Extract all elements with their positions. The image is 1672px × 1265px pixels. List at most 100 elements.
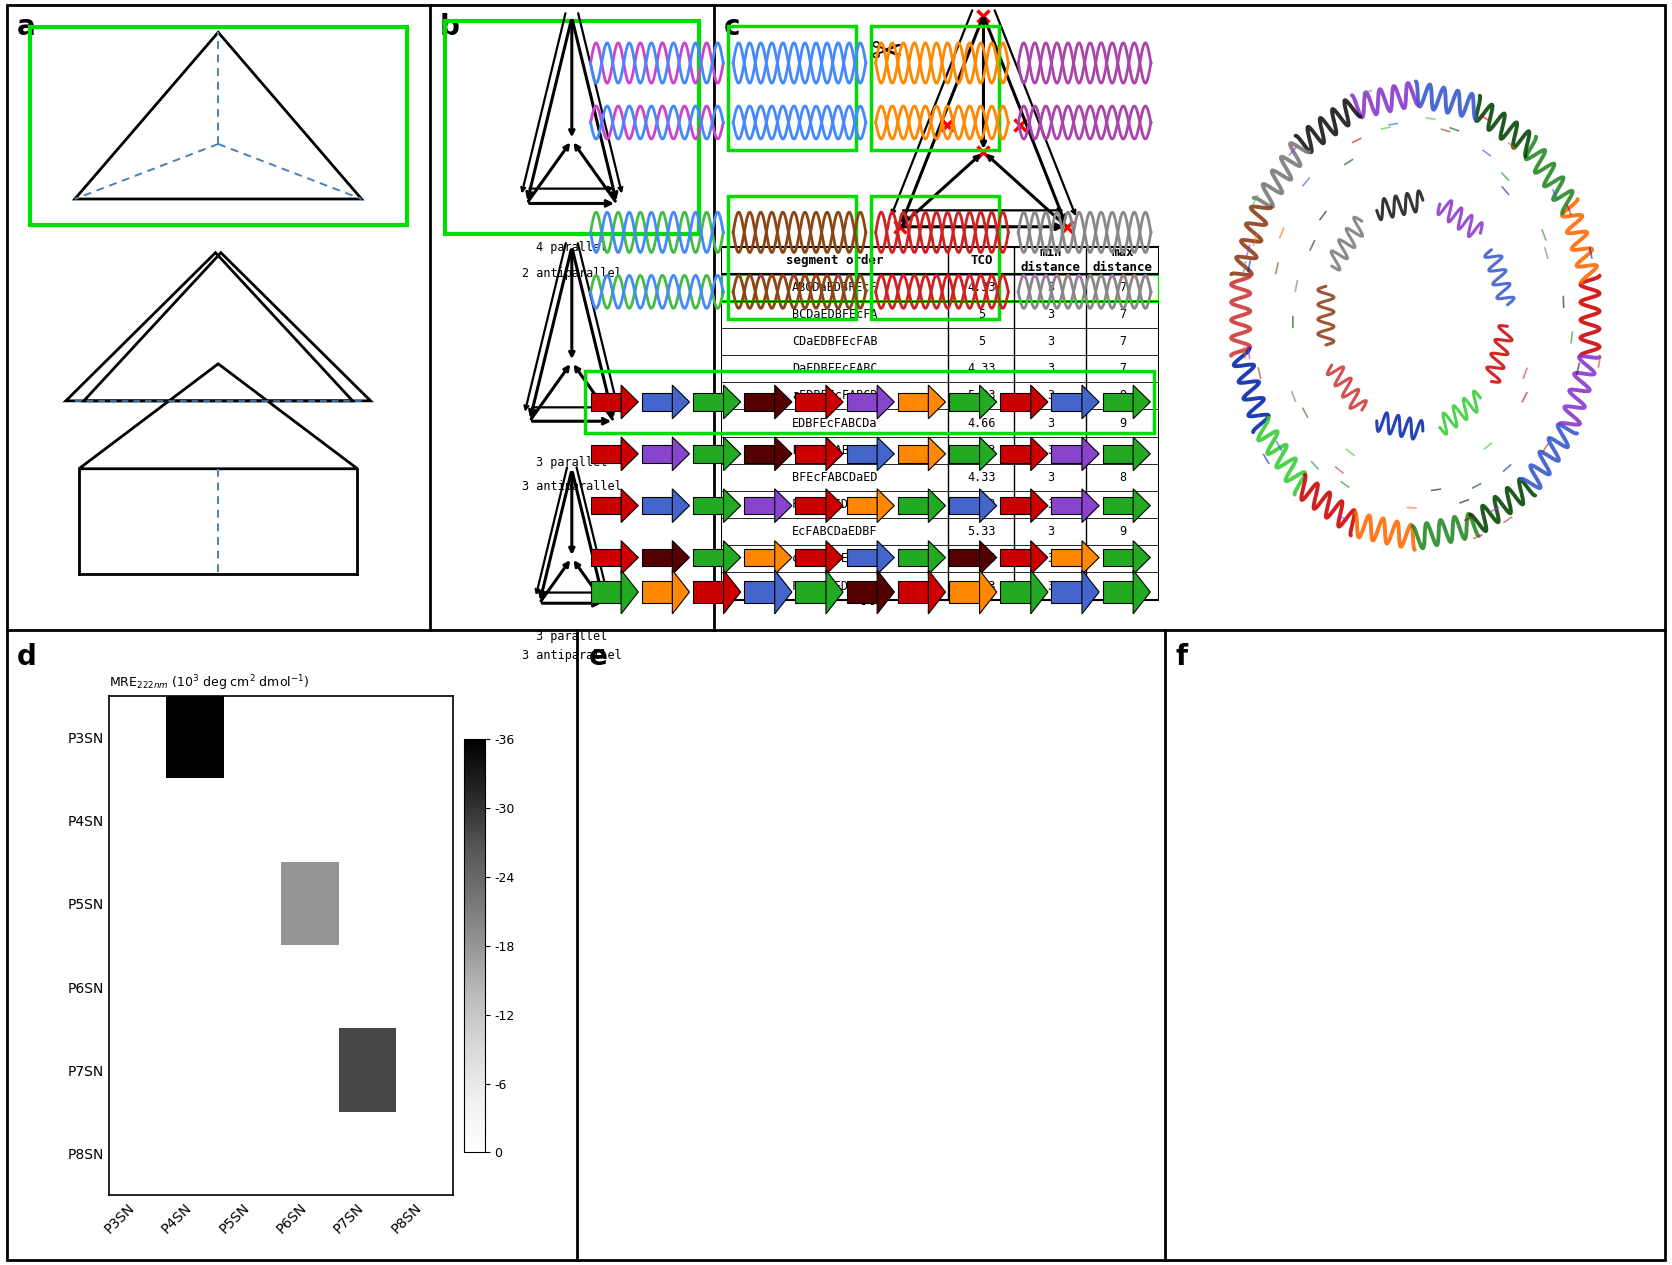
Text: aEDBFEcFABCD: aEDBFEcFABCD xyxy=(793,390,878,402)
Text: 5.33: 5.33 xyxy=(966,579,995,592)
Bar xyxy=(871,196,1000,319)
Polygon shape xyxy=(672,436,689,471)
Text: 4.33: 4.33 xyxy=(966,281,995,293)
Text: 3 antiparallel: 3 antiparallel xyxy=(522,481,622,493)
Text: EDBFEcFABCDa: EDBFEcFABCDa xyxy=(793,416,878,430)
Text: 3: 3 xyxy=(1047,307,1053,321)
Text: 4.33: 4.33 xyxy=(966,498,995,511)
Polygon shape xyxy=(774,571,793,614)
Text: DaEDBFEcFABC: DaEDBFEcFABC xyxy=(793,362,878,376)
Polygon shape xyxy=(1134,540,1150,574)
Text: 7: 7 xyxy=(1119,362,1127,376)
Polygon shape xyxy=(878,540,895,574)
Polygon shape xyxy=(774,385,793,419)
Polygon shape xyxy=(774,488,793,522)
Text: 3: 3 xyxy=(1047,525,1053,538)
Polygon shape xyxy=(620,571,639,614)
Bar xyxy=(1000,497,1030,515)
Polygon shape xyxy=(774,436,793,471)
Text: 3: 3 xyxy=(1047,471,1053,484)
Text: 3: 3 xyxy=(1047,390,1053,402)
Bar xyxy=(692,581,724,603)
Bar xyxy=(590,497,620,515)
Bar xyxy=(30,28,406,225)
Polygon shape xyxy=(1134,488,1150,522)
Bar xyxy=(950,497,980,515)
Bar xyxy=(1102,445,1134,463)
Polygon shape xyxy=(928,488,946,522)
Bar xyxy=(796,393,826,411)
Polygon shape xyxy=(826,571,843,614)
Polygon shape xyxy=(1030,436,1048,471)
Text: 9: 9 xyxy=(1119,416,1127,430)
Polygon shape xyxy=(1082,385,1099,419)
Polygon shape xyxy=(1030,571,1048,614)
Polygon shape xyxy=(672,385,689,419)
Polygon shape xyxy=(1134,385,1150,419)
Bar xyxy=(898,393,928,411)
Bar xyxy=(950,549,980,567)
Bar xyxy=(898,581,928,603)
Text: 2 antiparallel: 2 antiparallel xyxy=(522,267,622,280)
Polygon shape xyxy=(928,436,946,471)
Bar xyxy=(721,273,1159,301)
Bar xyxy=(729,27,856,151)
Bar xyxy=(846,549,878,567)
Polygon shape xyxy=(1134,571,1150,614)
Text: 5: 5 xyxy=(978,335,985,348)
Polygon shape xyxy=(724,571,741,614)
Polygon shape xyxy=(980,571,997,614)
Bar xyxy=(692,549,724,567)
Polygon shape xyxy=(620,385,639,419)
Text: d: d xyxy=(17,643,37,670)
Bar xyxy=(1102,393,1134,411)
Polygon shape xyxy=(620,488,639,522)
Polygon shape xyxy=(928,571,946,614)
Text: EcFABCDaEDBF: EcFABCDaEDBF xyxy=(793,525,878,538)
Text: MRE$_{222nm}$ (10$^3$ deg cm$^2$ dmol$^{-1}$): MRE$_{222nm}$ (10$^3$ deg cm$^2$ dmol$^{… xyxy=(109,673,309,693)
Bar xyxy=(1102,549,1134,567)
Polygon shape xyxy=(1134,436,1150,471)
Bar xyxy=(898,497,928,515)
Bar xyxy=(445,22,699,234)
Polygon shape xyxy=(878,571,895,614)
Text: 3: 3 xyxy=(1047,335,1053,348)
Bar xyxy=(796,581,826,603)
Polygon shape xyxy=(980,540,997,574)
Text: 3 parallel: 3 parallel xyxy=(537,457,607,469)
Bar xyxy=(1000,445,1030,463)
Bar xyxy=(590,445,620,463)
Polygon shape xyxy=(672,540,689,574)
Text: 5.33: 5.33 xyxy=(966,525,995,538)
Polygon shape xyxy=(928,540,946,574)
Text: f: f xyxy=(1175,643,1187,670)
Polygon shape xyxy=(1082,571,1099,614)
Text: ...: ... xyxy=(858,582,888,611)
Bar xyxy=(846,393,878,411)
Bar xyxy=(871,27,1000,151)
Text: DBFEcFABCDaE: DBFEcFABCDaE xyxy=(793,444,878,457)
Text: 3 parallel: 3 parallel xyxy=(537,630,607,643)
Polygon shape xyxy=(724,385,741,419)
Polygon shape xyxy=(826,436,843,471)
Text: ABCDaEDBFEcF: ABCDaEDBFEcF xyxy=(793,281,878,293)
Bar xyxy=(1052,497,1082,515)
Text: 9: 9 xyxy=(1119,579,1127,592)
Bar xyxy=(1000,393,1030,411)
Bar xyxy=(692,445,724,463)
Text: 9: 9 xyxy=(1119,390,1127,402)
Text: segment order: segment order xyxy=(786,253,883,267)
Polygon shape xyxy=(928,385,946,419)
Text: 3: 3 xyxy=(1047,553,1053,565)
Bar xyxy=(846,581,878,603)
Polygon shape xyxy=(878,488,895,522)
Bar xyxy=(846,445,878,463)
Text: ✂: ✂ xyxy=(871,34,903,72)
Polygon shape xyxy=(826,540,843,574)
Text: 3: 3 xyxy=(1047,281,1053,293)
Text: 4.33: 4.33 xyxy=(966,362,995,376)
Bar xyxy=(1102,497,1134,515)
Bar xyxy=(744,393,774,411)
Polygon shape xyxy=(672,571,689,614)
Text: 8: 8 xyxy=(1119,498,1127,511)
